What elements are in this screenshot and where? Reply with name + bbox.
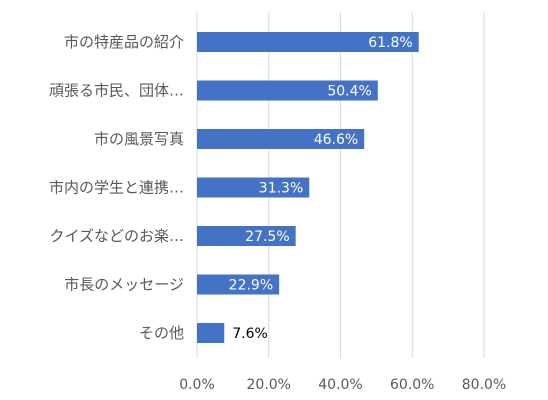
data-labels: 61.8% 50.4% 46.6% 31.3% 27.5% 22.9% 7.6% <box>229 35 413 342</box>
bar <box>197 274 280 295</box>
data-label: 46.6% <box>314 132 358 148</box>
bar <box>197 80 378 101</box>
bar <box>197 32 419 52</box>
x-tick-label: 20.0% <box>247 377 291 393</box>
data-label: 50.4% <box>327 84 371 100</box>
category-label: 頑張る市民、団体… <box>49 82 184 100</box>
x-tick-label: 40.0% <box>318 377 362 393</box>
category-label: 市長のメッセージ <box>64 276 184 294</box>
data-label: 61.8% <box>368 35 412 51</box>
category-label: その他 <box>139 324 184 342</box>
data-label: 22.9% <box>229 278 273 294</box>
category-label: 市内の学生と連携… <box>49 179 184 197</box>
data-label: 27.5% <box>245 229 289 245</box>
bar <box>197 323 225 343</box>
category-label: クイズなどのお楽… <box>49 227 184 245</box>
x-axis-ticks: 0.0% 20.0% 40.0% 60.0% 80.0% <box>179 377 506 393</box>
x-tick-label: 80.0% <box>462 377 506 393</box>
bar <box>197 177 310 198</box>
category-label: 市の特産品の紹介 <box>64 33 184 51</box>
x-tick-label: 60.0% <box>390 377 434 393</box>
category-label: 市の風景写真 <box>94 130 184 148</box>
gridlines <box>196 12 485 358</box>
bar <box>197 226 296 246</box>
bar <box>197 129 365 149</box>
data-label: 7.6% <box>232 326 268 342</box>
data-label: 31.3% <box>259 181 303 197</box>
bars <box>197 32 419 343</box>
x-tick-label: 0.0% <box>179 377 215 393</box>
